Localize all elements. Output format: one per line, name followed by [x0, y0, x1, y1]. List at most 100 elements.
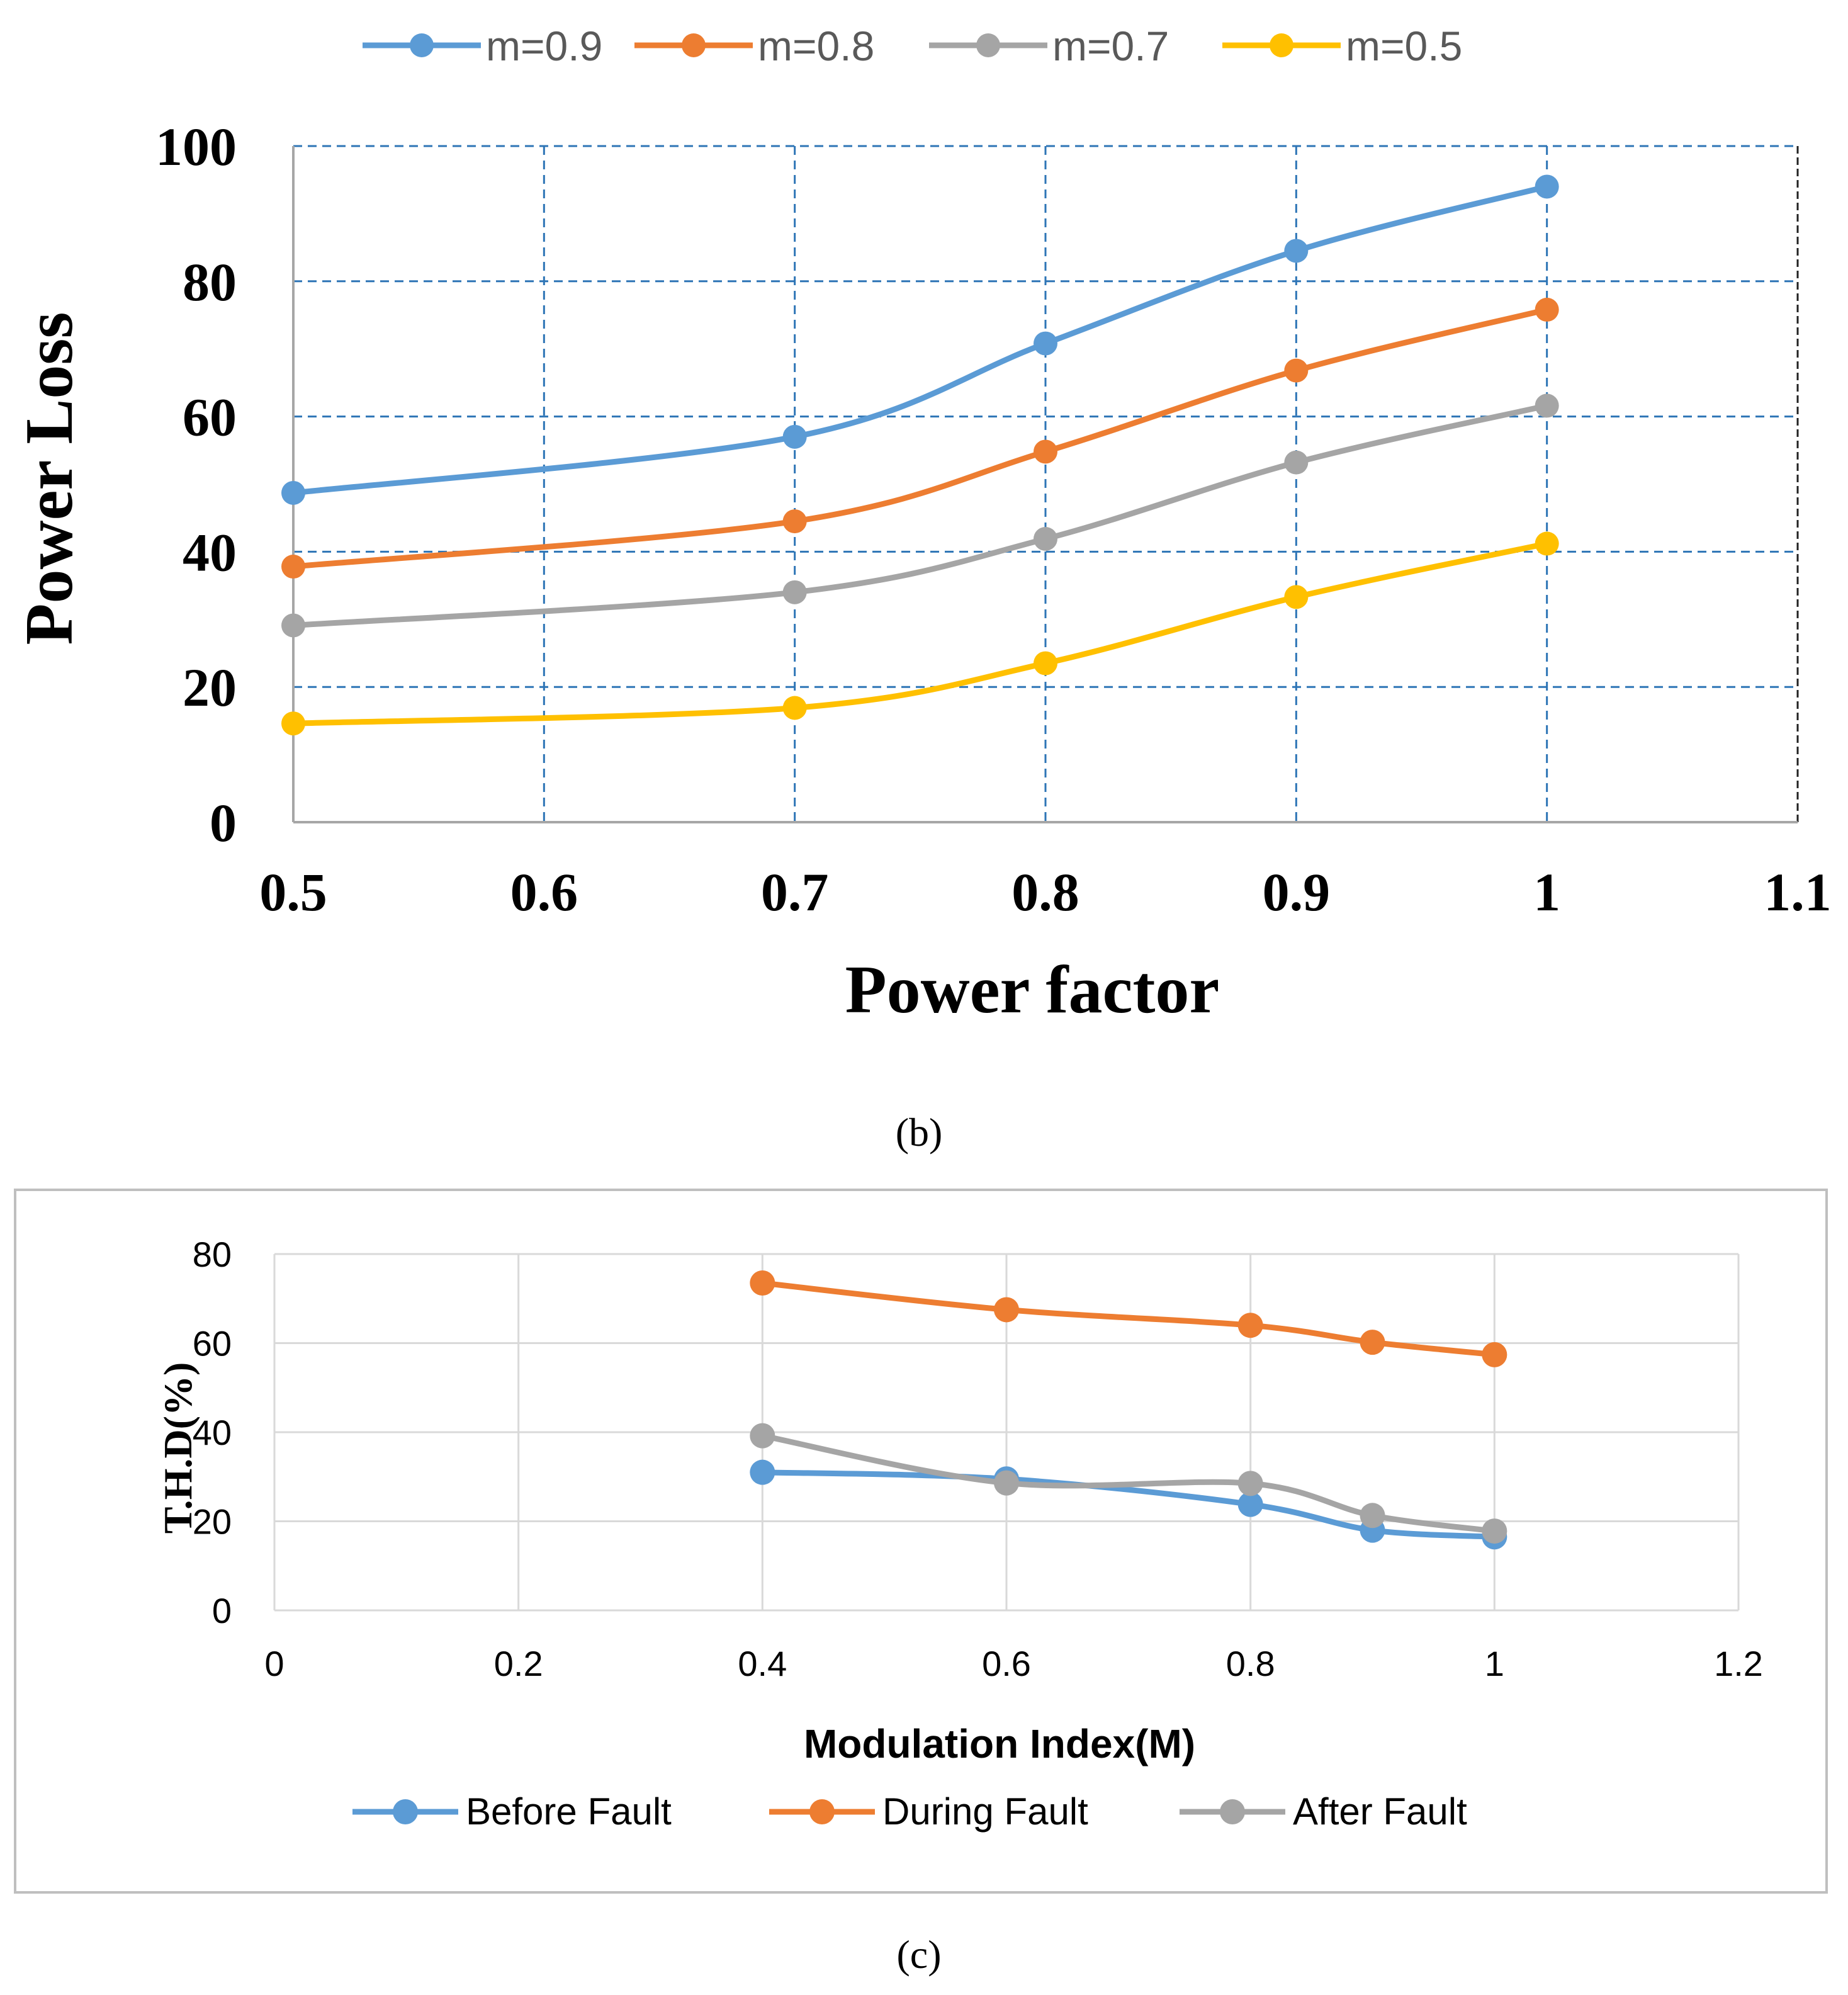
chart-c: 0 20 40 60 80 0 0.2 0.4 0.6 0.8 1 1.2 Before Fault…: [155, 1235, 1763, 1833]
b-x-axis-title: Power factor: [845, 952, 1220, 1027]
caption-c: (c): [896, 1932, 941, 1977]
b-series-m=0.7: [281, 393, 1559, 638]
c-legend-label: Before Fault: [466, 1790, 672, 1833]
c-x-tick-label: 0: [264, 1644, 284, 1683]
c-data-point: [750, 1423, 775, 1449]
c-legend: Before Fault During Fault After Fault: [352, 1790, 1467, 1833]
c-y-tick-label: 60: [193, 1324, 232, 1364]
b-x-tick-labels: 0.5 0.6 0.7 0.8 0.9 1 1.1: [259, 862, 1832, 922]
b-data-point: [782, 509, 807, 534]
c-x-axis-title: Modulation Index(M): [804, 1721, 1195, 1766]
c-y-tick-label: 80: [193, 1235, 232, 1274]
c-series-line: [759, 1280, 1497, 1358]
b-x-tick-label: 0.9: [1263, 862, 1331, 922]
b-x-tick-label: 1.1: [1764, 862, 1832, 922]
b-legend-label: m=0.8: [758, 23, 874, 69]
b-data-point: [1535, 297, 1559, 322]
c-legend-marker: [393, 1799, 418, 1824]
b-legend-item: m=0.5: [1222, 23, 1462, 69]
b-data-point: [782, 580, 807, 604]
b-legend-label: m=0.7: [1052, 23, 1169, 69]
b-legend-item: m=0.8: [634, 23, 874, 69]
b-y-axis-title: Power Loss: [12, 312, 87, 645]
b-data-point: [1034, 526, 1057, 551]
c-legend-label: After Fault: [1293, 1790, 1467, 1833]
b-legend: m=0.9 m=0.8 m=0.7 m=0.5: [363, 23, 1462, 69]
b-series-m=0.5: [281, 531, 1559, 736]
b-x-tick-label: 0.8: [1011, 862, 1079, 922]
b-legend-item: m=0.9: [363, 23, 602, 69]
c-series-line: [759, 1433, 1497, 1534]
b-data-point: [1034, 651, 1057, 675]
caption-b: (b): [896, 1110, 943, 1155]
c-legend-label: During Fault: [882, 1790, 1088, 1833]
c-x-tick-label: 1.2: [1714, 1644, 1763, 1683]
b-y-tick-label: 20: [183, 657, 237, 718]
c-x-tick-label: 0.4: [738, 1644, 787, 1683]
b-y-tick-labels: 0 20 40 60 80 100: [155, 116, 237, 853]
b-data-point: [281, 711, 305, 736]
b-legend-marker: [976, 33, 1000, 57]
b-data-point: [1284, 239, 1309, 263]
c-x-tick-label: 0.8: [1226, 1644, 1275, 1683]
b-y-tick-label: 60: [183, 387, 237, 448]
b-legend-marker: [682, 33, 706, 57]
c-x-tick-label: 0.2: [494, 1644, 543, 1683]
b-y-tick-label: 40: [183, 522, 237, 582]
c-legend-item: Before Fault: [352, 1790, 672, 1833]
b-series-line: [290, 541, 1550, 726]
b-data-point: [1535, 174, 1559, 199]
b-series-m=0.9: [281, 174, 1559, 505]
c-y-tick-labels: 0 20 40 60 80: [193, 1235, 232, 1630]
c-legend-marker: [809, 1799, 835, 1824]
b-series-group: [281, 174, 1559, 736]
b-y-tick-label: 0: [210, 793, 237, 853]
b-legend-marker: [410, 33, 434, 57]
b-data-point: [281, 480, 305, 505]
b-x-tick-label: 0.7: [761, 862, 829, 922]
c-x-tick-label: 1: [1485, 1644, 1504, 1683]
c-data-point: [1360, 1330, 1385, 1355]
c-data-point: [994, 1470, 1019, 1496]
c-series-after-fault: [750, 1423, 1507, 1544]
c-chart-frame: [14, 1189, 1828, 1894]
c-data-point: [994, 1297, 1019, 1323]
b-series-line: [290, 183, 1550, 496]
b-series-line: [290, 307, 1550, 570]
b-legend-item: m=0.7: [929, 23, 1169, 69]
c-data-point: [1237, 1491, 1263, 1517]
b-x-tick-label: 0.6: [510, 862, 578, 922]
c-legend-item: During Fault: [769, 1790, 1088, 1833]
c-series-during-fault: [750, 1270, 1507, 1367]
c-data-point: [750, 1459, 775, 1485]
b-series-m=0.8: [281, 297, 1559, 579]
b-data-point: [1034, 439, 1057, 464]
b-data-point: [1284, 358, 1309, 383]
b-data-point: [1535, 531, 1559, 556]
b-data-point: [1284, 585, 1309, 609]
c-y-axis-title: T.H.D(%): [155, 1362, 200, 1534]
c-data-point: [1482, 1518, 1507, 1544]
c-y-tick-label: 0: [212, 1591, 232, 1630]
c-data-point: [1360, 1503, 1385, 1529]
b-legend-label: m=0.5: [1346, 23, 1462, 69]
c-y-tick-label: 40: [193, 1413, 232, 1452]
b-legend-marker: [1270, 33, 1293, 57]
b-data-point: [1535, 393, 1559, 418]
b-legend-label: m=0.9: [486, 23, 602, 69]
c-legend-item: After Fault: [1180, 1790, 1467, 1833]
c-data-point: [1237, 1471, 1263, 1496]
b-series-line: [290, 402, 1550, 628]
b-y-tick-label: 100: [155, 116, 237, 177]
b-data-point: [782, 696, 807, 720]
b-x-tick-label: 1: [1533, 862, 1560, 922]
b-data-point: [1034, 331, 1057, 356]
c-legend-marker: [1220, 1799, 1245, 1824]
b-data-point: [1284, 450, 1309, 475]
b-data-point: [782, 424, 807, 449]
b-y-tick-label: 80: [183, 252, 237, 312]
c-series-group: [750, 1270, 1507, 1550]
c-data-point: [1237, 1313, 1263, 1338]
